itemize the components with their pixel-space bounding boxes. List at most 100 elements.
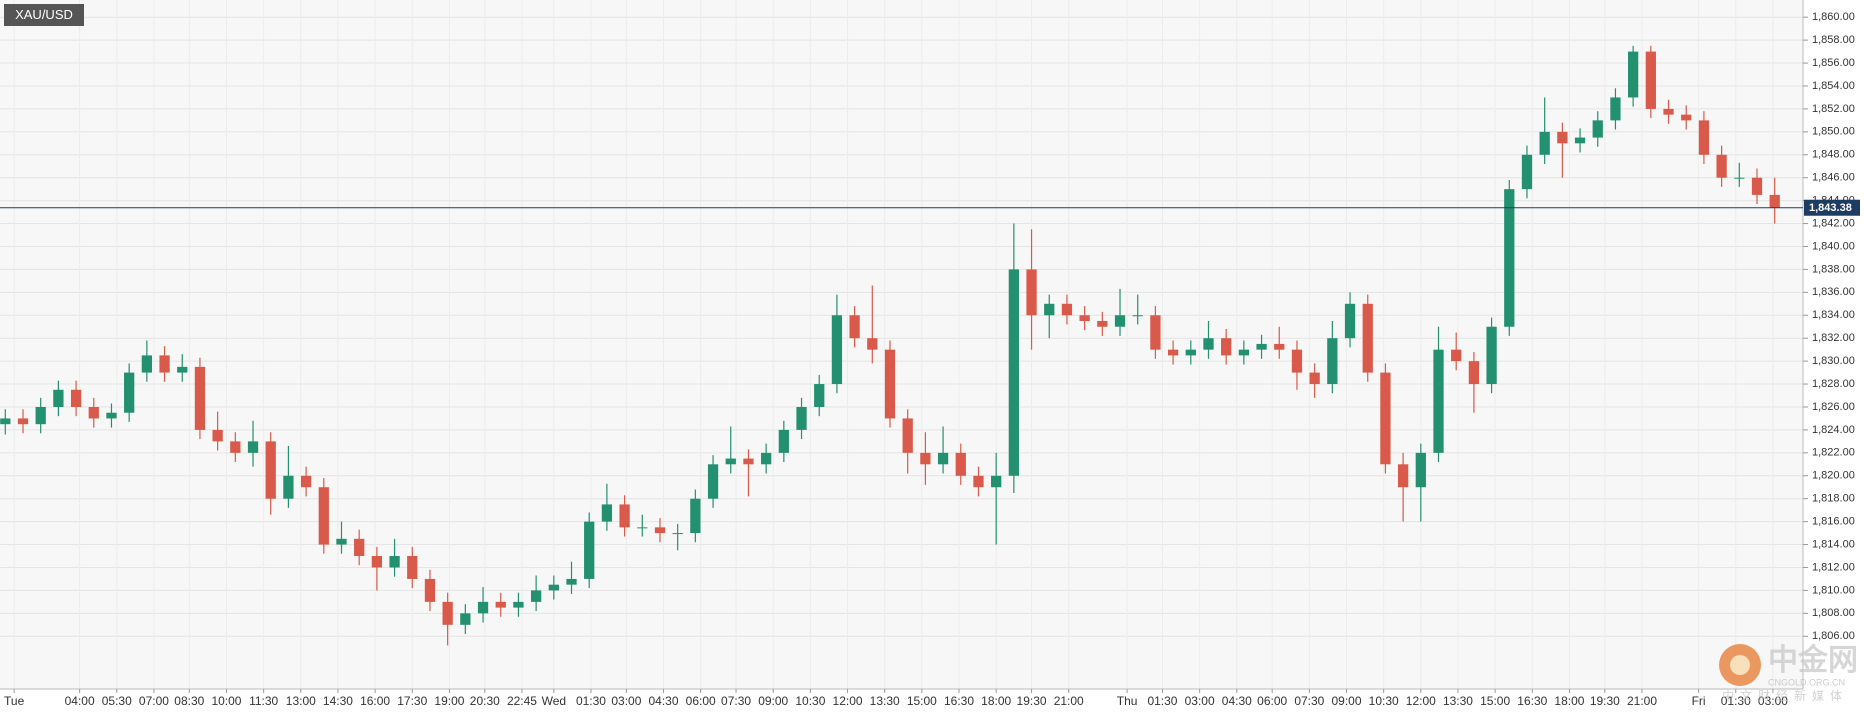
y-tick-label: 1,838.00 xyxy=(1812,263,1855,275)
candle-body xyxy=(300,475,312,488)
candle-body xyxy=(1114,315,1126,327)
x-tick-label: 13:30 xyxy=(1443,694,1473,708)
y-tick-label: 1,810.00 xyxy=(1812,584,1855,596)
candle-body xyxy=(601,504,613,522)
candle-body xyxy=(106,412,117,419)
candle-body xyxy=(530,590,542,602)
candle-body xyxy=(1592,120,1603,138)
x-tick-label: 15:00 xyxy=(907,694,937,708)
y-tick-label: 1,826.00 xyxy=(1812,401,1855,413)
x-tick-label: 07:30 xyxy=(721,694,751,708)
axes-layer: 1,806.00 1,808.00 1,810.00 1,812.00 1,814.00… xyxy=(0,11,1860,708)
candle-body xyxy=(548,584,559,591)
y-tick-label: 1,828.00 xyxy=(1812,378,1855,390)
x-tick-label: 16:30 xyxy=(1517,694,1547,708)
candle-body xyxy=(991,475,1002,488)
candle-body xyxy=(814,384,825,407)
candle-body xyxy=(1008,269,1019,476)
y-tick-label: 1,850.00 xyxy=(1812,126,1855,138)
candle-body xyxy=(566,578,577,585)
x-tick-label: 22:45 xyxy=(507,694,537,708)
y-tick-label: 1,848.00 xyxy=(1812,149,1855,161)
x-tick-label: 06:00 xyxy=(1257,694,1287,708)
candle-body xyxy=(159,355,170,373)
candle-body xyxy=(1397,464,1409,488)
x-tick-label: 04:00 xyxy=(65,694,95,708)
candle-body xyxy=(1521,154,1533,190)
candle-body xyxy=(1415,452,1426,488)
x-tick-label: 18:00 xyxy=(1554,694,1584,708)
candle-body xyxy=(513,601,524,608)
candle-body xyxy=(867,338,878,350)
x-tick-label: 20:30 xyxy=(470,694,500,708)
candle-body xyxy=(1150,315,1161,350)
y-tick-label: 1,832.00 xyxy=(1812,332,1855,344)
x-tick-label: 10:00 xyxy=(211,694,241,708)
candle-body xyxy=(194,366,206,430)
candle-body xyxy=(1628,51,1639,98)
candle-body xyxy=(725,458,736,465)
candle-body xyxy=(354,538,365,557)
candle-body xyxy=(124,372,135,413)
y-tick-label: 1,854.00 xyxy=(1812,80,1855,92)
x-tick-label: 11:30 xyxy=(249,694,278,708)
x-tick-label: 17:30 xyxy=(397,694,427,708)
x-tick-label: 19:00 xyxy=(434,694,464,708)
candle-body xyxy=(1044,303,1055,316)
x-tick-label: 07:30 xyxy=(1294,694,1324,708)
candle-body xyxy=(796,406,807,430)
x-tick-label: 06:00 xyxy=(686,694,716,708)
candle-body xyxy=(920,452,931,465)
candle-body xyxy=(407,556,418,579)
candle-body xyxy=(477,601,489,614)
x-tick-label: 07:00 xyxy=(139,694,169,708)
candle-body xyxy=(88,406,99,419)
candle-body xyxy=(70,389,82,407)
candle-body xyxy=(1167,349,1179,356)
candle-body xyxy=(1327,338,1338,385)
candle-body xyxy=(1433,349,1444,453)
candle-body xyxy=(1274,343,1285,350)
x-tick-label: 14:30 xyxy=(323,694,353,708)
candle-body xyxy=(1309,372,1320,385)
candle-body xyxy=(654,527,666,534)
x-tick-label: 09:00 xyxy=(758,694,788,708)
candle-body xyxy=(637,527,648,529)
y-tick-label: 1,834.00 xyxy=(1812,309,1855,321)
candle-body xyxy=(442,601,453,625)
candle-body xyxy=(743,458,754,465)
x-tick-label: 09:00 xyxy=(1331,694,1361,708)
x-tick-label: 16:00 xyxy=(360,694,390,708)
candle-body xyxy=(1344,303,1356,339)
y-tick-label: 1,808.00 xyxy=(1812,607,1855,619)
candle-body xyxy=(1486,326,1497,385)
y-tick-label: 1,814.00 xyxy=(1812,538,1855,550)
last-price-badge xyxy=(1804,199,1860,216)
candle-body xyxy=(1698,120,1710,155)
y-tick-label: 1,812.00 xyxy=(1812,561,1855,573)
candle-body xyxy=(1681,114,1692,121)
y-tick-label: 1,830.00 xyxy=(1812,355,1855,367)
y-tick-label: 1,842.00 xyxy=(1812,217,1855,229)
candle-body xyxy=(584,521,595,579)
y-tick-label: 1,856.00 xyxy=(1812,57,1855,69)
candle-body xyxy=(1574,137,1586,144)
candle-body xyxy=(619,504,630,528)
candle-body xyxy=(1238,349,1250,356)
candle-body xyxy=(1610,97,1621,121)
x-tick-label: 12:00 xyxy=(833,694,863,708)
x-tick-label: 03:00 xyxy=(1185,694,1215,708)
watermark-domain: CNGOLD.ORG.CN xyxy=(1768,677,1845,687)
candle-body xyxy=(495,601,506,608)
y-tick-label: 1,820.00 xyxy=(1812,470,1855,482)
candle-body xyxy=(672,533,683,535)
candle-body xyxy=(849,315,860,339)
candle-body xyxy=(973,475,984,488)
candle-body xyxy=(690,498,701,534)
x-tick-label: 15:00 xyxy=(1480,694,1510,708)
candles-layer xyxy=(0,45,1780,646)
candle-body xyxy=(1026,269,1037,316)
candle-body xyxy=(1380,372,1391,465)
